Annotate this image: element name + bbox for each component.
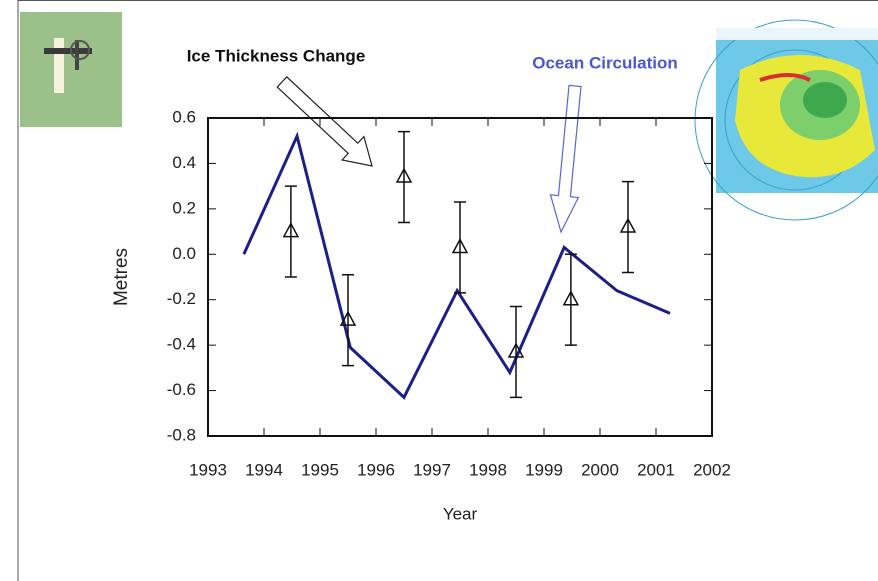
x-tick-label: 1993 xyxy=(189,460,227,479)
y-tick-label: -0.6 xyxy=(167,380,196,399)
x-tick-label: 2000 xyxy=(581,460,619,479)
triangle-marker xyxy=(395,167,413,183)
x-tick-label: 2001 xyxy=(637,460,675,479)
y-tick-label: -0.2 xyxy=(167,289,196,308)
triangle-marker xyxy=(507,342,525,358)
triangle-marker xyxy=(339,310,357,326)
x-tick-label: 2002 xyxy=(693,460,731,479)
x-tick-label: 1998 xyxy=(469,460,507,479)
error-bar xyxy=(398,130,410,224)
arrow xyxy=(276,76,373,167)
y-tick-label: 0.0 xyxy=(172,244,196,263)
x-tick-label: 1996 xyxy=(357,460,395,479)
plot-frame xyxy=(207,117,713,437)
x-tick-label: 1997 xyxy=(413,460,451,479)
error-bar xyxy=(284,185,297,278)
arrow xyxy=(549,84,582,234)
y-tick-label: 0.4 xyxy=(172,153,196,172)
error-bar xyxy=(564,253,577,346)
y-tick-label: 0.6 xyxy=(172,107,196,126)
error-bar xyxy=(454,201,466,294)
triangle-marker xyxy=(619,217,637,233)
triangle-marker xyxy=(282,221,300,238)
x-tick-label: 1994 xyxy=(245,460,283,479)
error-bar xyxy=(622,180,634,274)
error-bar xyxy=(510,305,522,399)
error-bar xyxy=(342,273,354,367)
ocean-map xyxy=(694,19,878,221)
x-tick-label: 1999 xyxy=(525,460,563,479)
x-tick-label: 1995 xyxy=(301,460,339,479)
triangle-marker xyxy=(562,290,580,306)
y-tick-label: 0.2 xyxy=(172,198,196,217)
triangle-marker xyxy=(451,237,469,254)
data-line xyxy=(242,131,671,400)
x-axis-label: Year xyxy=(443,504,478,523)
aircraft-photo xyxy=(20,12,122,127)
annotation: Ocean Circulation xyxy=(532,53,677,72)
y-tick-label: -0.4 xyxy=(167,335,196,354)
y-axis-label: Metres xyxy=(111,248,132,306)
annotation: Ice Thickness Change xyxy=(187,46,366,65)
y-tick-label: -0.8 xyxy=(167,425,196,444)
